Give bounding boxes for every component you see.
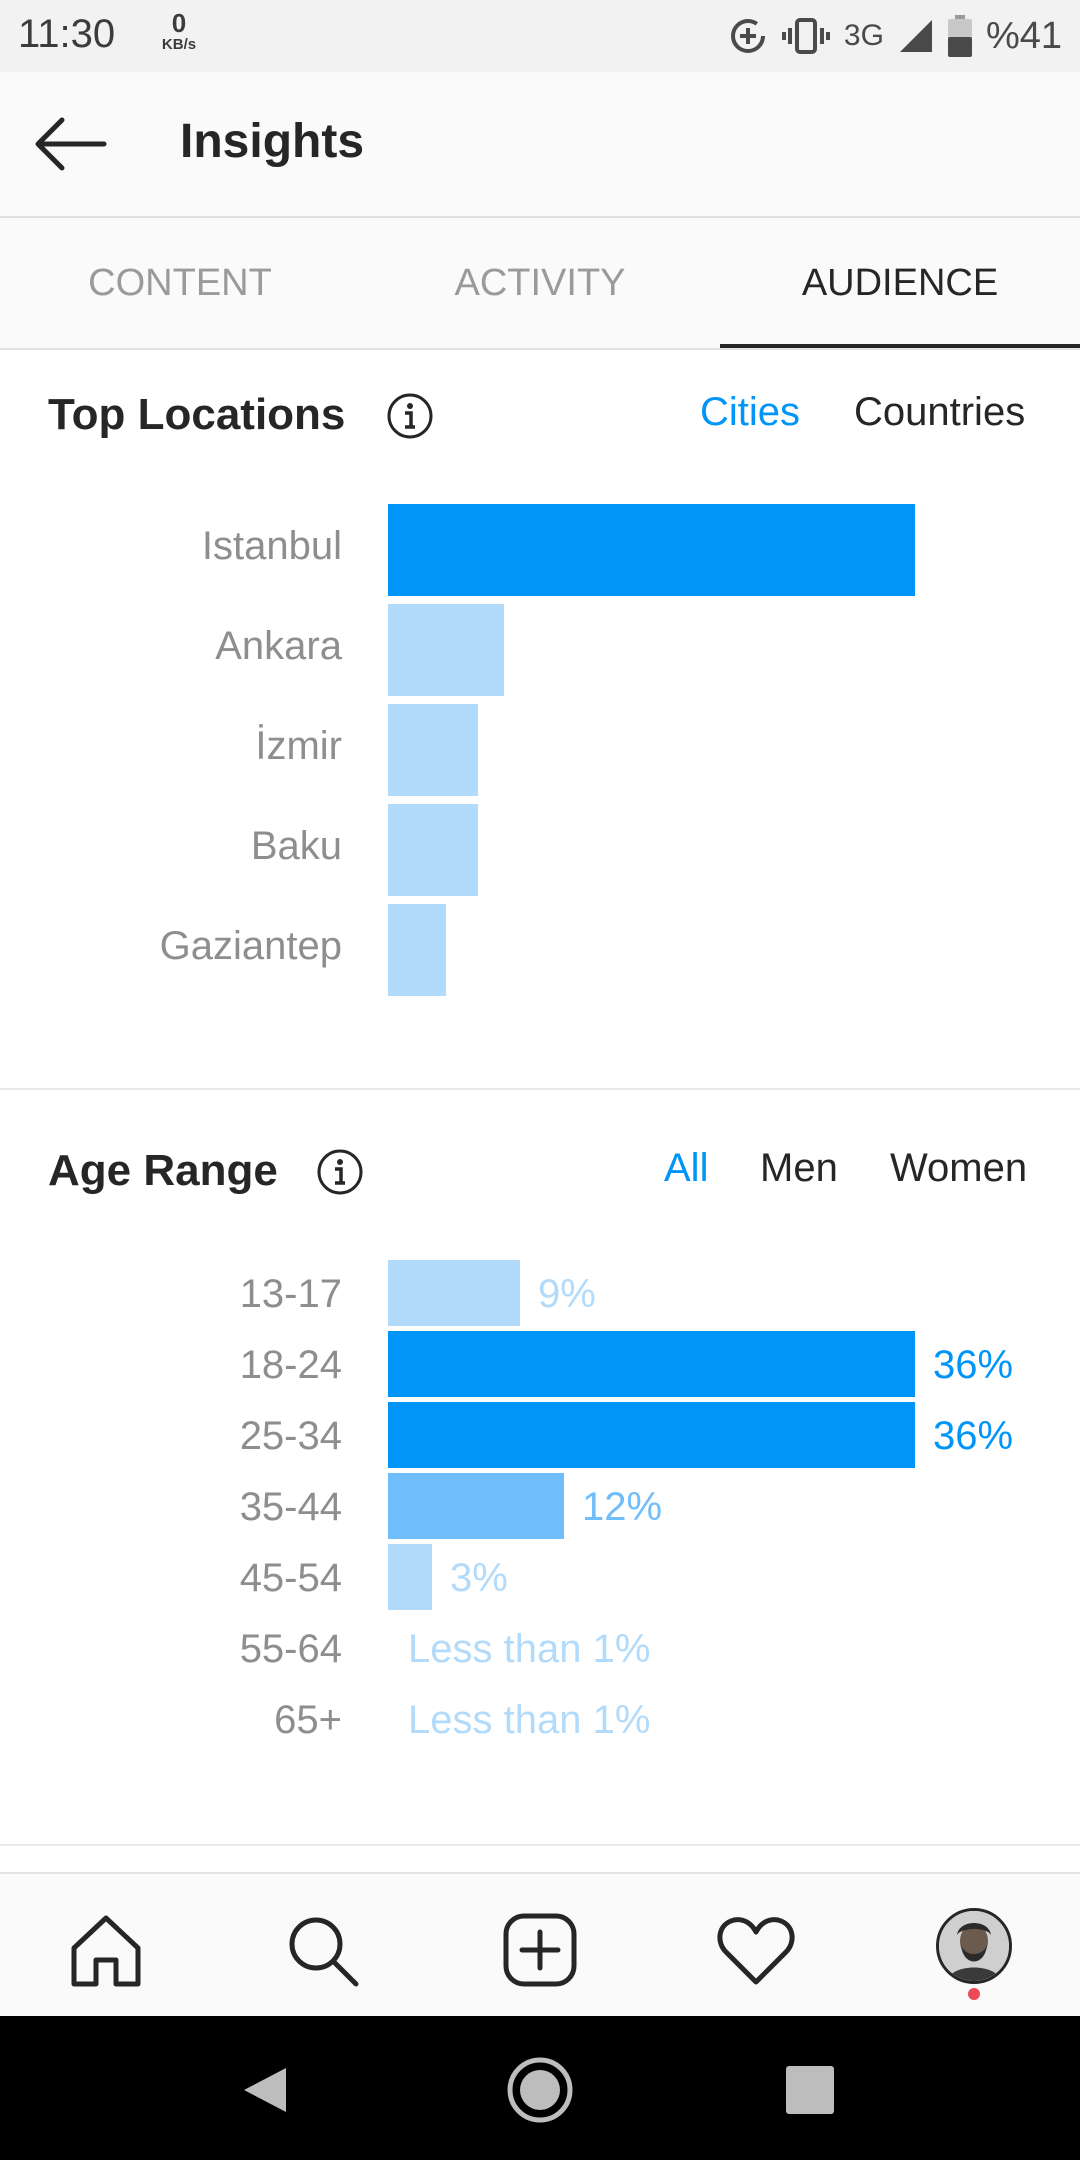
battery-level: %41 — [985, 14, 1062, 57]
search-icon[interactable] — [282, 1910, 362, 1990]
age-range-title: Age Range — [48, 1146, 278, 1195]
section-divider — [0, 1088, 1080, 1090]
age-percent-label: 9% — [538, 1272, 596, 1316]
age-bar — [388, 1402, 915, 1468]
notification-dot — [968, 1988, 980, 2000]
heart-icon[interactable] — [716, 1910, 796, 1990]
page-title: Insights — [180, 115, 365, 168]
age-label: 65+ — [274, 1698, 342, 1742]
age-percent-label: 36% — [933, 1343, 1014, 1387]
age-percent-label: 12% — [582, 1485, 663, 1529]
tab-audience[interactable]: AUDIENCE — [801, 261, 999, 304]
info-icon[interactable] — [316, 1148, 364, 1196]
battery-icon — [947, 15, 972, 57]
status-bar: 11:30 0 KB/s 3G %41 — [0, 0, 1080, 72]
back-triangle-icon[interactable] — [230, 2054, 302, 2126]
age-label: 55-64 — [239, 1627, 342, 1671]
location-bar — [388, 904, 446, 996]
age-percent-label: 3% — [450, 1556, 508, 1600]
status-time: 11:30 — [18, 12, 116, 56]
age-percent-label: 36% — [933, 1414, 1014, 1458]
age-percent-label: Less than 1% — [408, 1698, 651, 1742]
age-label: 45-54 — [239, 1556, 342, 1600]
age-percent-label: Less than 1% — [408, 1627, 651, 1671]
age-label: 18-24 — [239, 1343, 342, 1387]
home-icon[interactable] — [66, 1910, 146, 1990]
avatar-image — [939, 1911, 1009, 1981]
system-navigation-bar — [0, 2016, 1080, 2160]
age-bar — [388, 1544, 432, 1610]
active-tab-indicator — [720, 344, 1080, 348]
filter-all[interactable]: All — [664, 1146, 709, 1190]
location-bar — [388, 604, 504, 696]
tab-content[interactable]: CONTENT — [88, 261, 272, 304]
section-divider — [0, 1844, 1080, 1846]
age-bar — [388, 1473, 564, 1539]
age-label: 13-17 — [239, 1272, 342, 1316]
network-speed-value: 0 — [171, 8, 187, 38]
app-header: Insights — [0, 72, 1080, 218]
data-saver-icon — [730, 19, 765, 53]
location-label: Gaziantep — [159, 924, 342, 968]
age-bar — [388, 1331, 915, 1397]
signal-icon — [899, 20, 932, 52]
status-icons: 3G %41 — [728, 12, 1062, 60]
back-arrow-icon[interactable] — [30, 112, 110, 176]
network-type: 3G — [843, 19, 884, 52]
network-speed: 0 KB/s — [156, 10, 202, 54]
filter-countries[interactable]: Countries — [854, 390, 1026, 434]
new-post-icon[interactable] — [500, 1910, 580, 1990]
top-locations-title: Top Locations — [48, 390, 346, 439]
age-bar — [388, 1260, 520, 1326]
vibrate-icon — [781, 18, 830, 54]
location-bar — [388, 804, 478, 896]
tab-activity[interactable]: ACTIVITY — [454, 261, 626, 304]
profile-avatar[interactable] — [936, 1908, 1012, 1984]
filter-cities[interactable]: Cities — [700, 390, 801, 434]
location-bar — [388, 704, 478, 796]
location-label: Istanbul — [201, 524, 342, 568]
location-label: Ankara — [215, 624, 342, 668]
location-bar — [388, 504, 915, 596]
home-circle-icon[interactable] — [504, 2054, 576, 2126]
location-label: İzmir — [255, 724, 342, 768]
age-label: 25-34 — [239, 1414, 342, 1458]
info-icon[interactable] — [386, 392, 434, 440]
bottom-navigation — [0, 1872, 1080, 2018]
tab-bar: CONTENT ACTIVITY AUDIENCE — [0, 218, 1080, 350]
recents-square-icon[interactable] — [774, 2054, 846, 2126]
age-label: 35-44 — [239, 1485, 342, 1529]
filter-men[interactable]: Men — [760, 1146, 838, 1190]
location-label: Baku — [250, 824, 342, 868]
filter-women[interactable]: Women — [890, 1146, 1028, 1190]
network-speed-unit: KB/s — [161, 36, 197, 53]
